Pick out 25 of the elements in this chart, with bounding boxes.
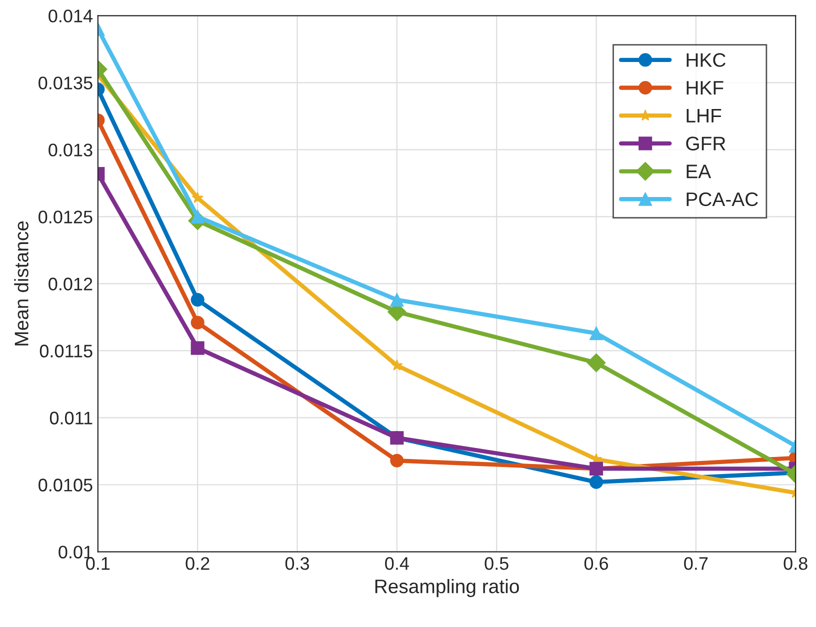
y-tick-label: 0.012 [48, 278, 92, 290]
y-tick-label: 0.011 [50, 412, 92, 424]
legend-label: HKC [686, 53, 726, 67]
x-tick-label: 0.4 [385, 557, 409, 570]
y-axis-title: Mean distance [14, 221, 28, 346]
x-tick-label: 0.1 [86, 557, 110, 570]
y-tick-label: 0.0105 [38, 478, 92, 492]
x-tick-label: 0.5 [484, 557, 508, 570]
x-axis-title: Resampling ratio [375, 579, 519, 598]
x-tick-label: 0.2 [186, 557, 210, 570]
legend-label: EA [686, 164, 712, 178]
y-tick-label: 0.01 [58, 546, 92, 558]
legend-label: HKF [686, 81, 724, 95]
legend-label: PCA-AC [686, 192, 758, 206]
x-tick-label: 0.7 [684, 557, 708, 570]
x-tick-label: 0.3 [285, 557, 310, 570]
legend-label: LHF [686, 109, 722, 122]
x-tick-label: 0.8 [784, 557, 808, 570]
y-tick-label: 0.0115 [40, 344, 92, 358]
y-tick-label: 0.0125 [38, 210, 92, 224]
y-tick-label: 0.014 [48, 10, 93, 22]
y-tick-label: 0.0135 [38, 76, 92, 90]
y-tick-label: 0.013 [48, 144, 92, 156]
x-tick-label: 0.6 [584, 557, 608, 570]
legend-label: GFR [686, 136, 726, 150]
